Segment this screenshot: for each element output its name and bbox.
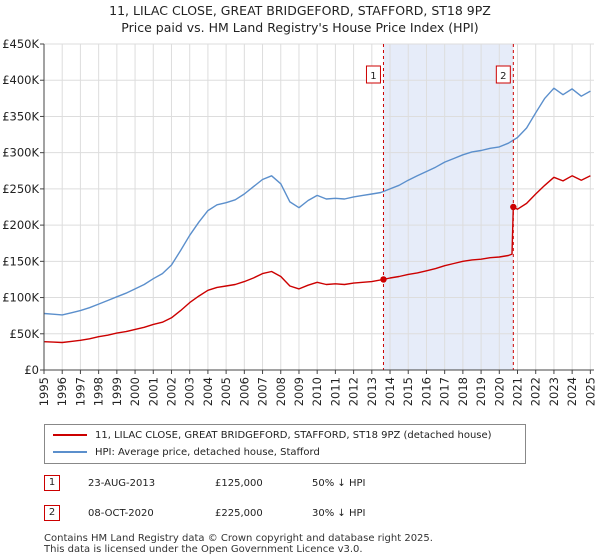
x-tick-2005: 2005 bbox=[219, 377, 233, 406]
x-tick-2011: 2011 bbox=[328, 377, 342, 406]
x-tick-2000: 2000 bbox=[128, 377, 142, 406]
property-price-line bbox=[43, 175, 591, 344]
legend-label-hpi: HPI: Average price, detached house, Staf… bbox=[95, 447, 320, 458]
hpi-line bbox=[43, 87, 591, 316]
x-tick-1996: 1996 bbox=[55, 377, 69, 406]
footer-licence: This data is licensed under the Open Gov… bbox=[44, 544, 363, 555]
x-tick-2002: 2002 bbox=[164, 377, 178, 406]
footer-copyright: Contains HM Land Registry data © Crown c… bbox=[44, 533, 433, 544]
x-tick-2003: 2003 bbox=[183, 377, 197, 406]
chart-title-line2: Price paid vs. HM Land Registry's House … bbox=[121, 20, 479, 35]
x-tick-2009: 2009 bbox=[292, 377, 306, 406]
sale-date-2: 08-OCT-2020 bbox=[88, 508, 154, 519]
y-tick-250000: £250K bbox=[2, 182, 39, 196]
legend-item-hpi: HPI: Average price, detached house, Staf… bbox=[53, 445, 320, 461]
y-tick-200000: £200K bbox=[2, 218, 39, 232]
x-tick-2024: 2024 bbox=[565, 377, 579, 406]
x-tick-2016: 2016 bbox=[419, 377, 433, 406]
y-tick-0: £0 bbox=[24, 363, 39, 377]
legend-label-property: 11, LILAC CLOSE, GREAT BRIDGEFORD, STAFF… bbox=[95, 430, 492, 441]
x-tick-2023: 2023 bbox=[547, 377, 561, 406]
x-tick-2014: 2014 bbox=[383, 377, 397, 406]
x-tick-2012: 2012 bbox=[347, 377, 361, 406]
x-tick-1999: 1999 bbox=[110, 377, 124, 406]
sale-period-shading bbox=[383, 44, 514, 370]
sale-badge-2: 2 bbox=[44, 505, 60, 521]
x-tick-2013: 2013 bbox=[365, 377, 379, 406]
sale-price-1: £125,000 bbox=[215, 478, 263, 489]
y-tick-150000: £150K bbox=[2, 254, 39, 268]
sale-hpi-diff-2: 30% ↓ HPI bbox=[312, 508, 366, 519]
x-tick-1995: 1995 bbox=[37, 377, 51, 406]
x-tick-2008: 2008 bbox=[274, 377, 288, 406]
x-tick-2020: 2020 bbox=[492, 377, 506, 406]
y-tick-350000: £350K bbox=[2, 109, 39, 123]
sale-flag-2: 2 bbox=[500, 71, 506, 82]
chart-title-line1: 11, LILAC CLOSE, GREAT BRIDGEFORD, STAFF… bbox=[109, 3, 491, 18]
x-tick-2018: 2018 bbox=[456, 377, 470, 406]
x-tick-1997: 1997 bbox=[73, 377, 87, 406]
chart-series bbox=[43, 87, 591, 344]
x-tick-2004: 2004 bbox=[201, 377, 215, 406]
sale-flag-box-1 bbox=[365, 65, 381, 84]
legend-swatch-property bbox=[53, 434, 87, 436]
x-tick-2010: 2010 bbox=[310, 377, 324, 406]
x-tick-1998: 1998 bbox=[92, 377, 106, 406]
y-tick-400000: £400K bbox=[2, 73, 39, 87]
sale-hpi-diff-1: 50% ↓ HPI bbox=[312, 478, 366, 489]
sale-point-1 bbox=[380, 276, 387, 283]
x-tick-2007: 2007 bbox=[256, 377, 270, 406]
sale-flag-1: 1 bbox=[370, 71, 376, 82]
sale-date-1: 23-AUG-2013 bbox=[88, 478, 156, 489]
x-tick-2021: 2021 bbox=[511, 377, 525, 406]
chart-axes: £0 £50K £100K £150K £200K £250K £300K £350K £400… bbox=[2, 37, 597, 406]
sale-badge-1: 1 bbox=[44, 475, 60, 491]
y-tick-100000: £100K bbox=[2, 291, 39, 305]
chart-legend: 11, LILAC CLOSE, GREAT BRIDGEFORD, STAFF… bbox=[44, 424, 526, 464]
y-tick-300000: £300K bbox=[2, 146, 39, 160]
sale-price-2: £225,000 bbox=[215, 508, 263, 519]
y-tick-50000: £50K bbox=[10, 327, 40, 341]
x-tick-2017: 2017 bbox=[438, 377, 452, 406]
sale-flag-box-2 bbox=[495, 65, 511, 84]
x-tick-2019: 2019 bbox=[474, 377, 488, 406]
legend-swatch-hpi bbox=[53, 451, 87, 453]
x-tick-2015: 2015 bbox=[401, 377, 415, 406]
x-tick-2022: 2022 bbox=[529, 377, 543, 406]
x-tick-2006: 2006 bbox=[237, 377, 251, 406]
x-tick-2001: 2001 bbox=[146, 377, 160, 406]
x-tick-2025: 2025 bbox=[583, 377, 597, 406]
legend-item-property: 11, LILAC CLOSE, GREAT BRIDGEFORD, STAFF… bbox=[53, 428, 492, 444]
sale-point-2 bbox=[510, 203, 517, 211]
shaded-region bbox=[383, 44, 514, 370]
y-tick-450000: £450K bbox=[2, 37, 39, 51]
